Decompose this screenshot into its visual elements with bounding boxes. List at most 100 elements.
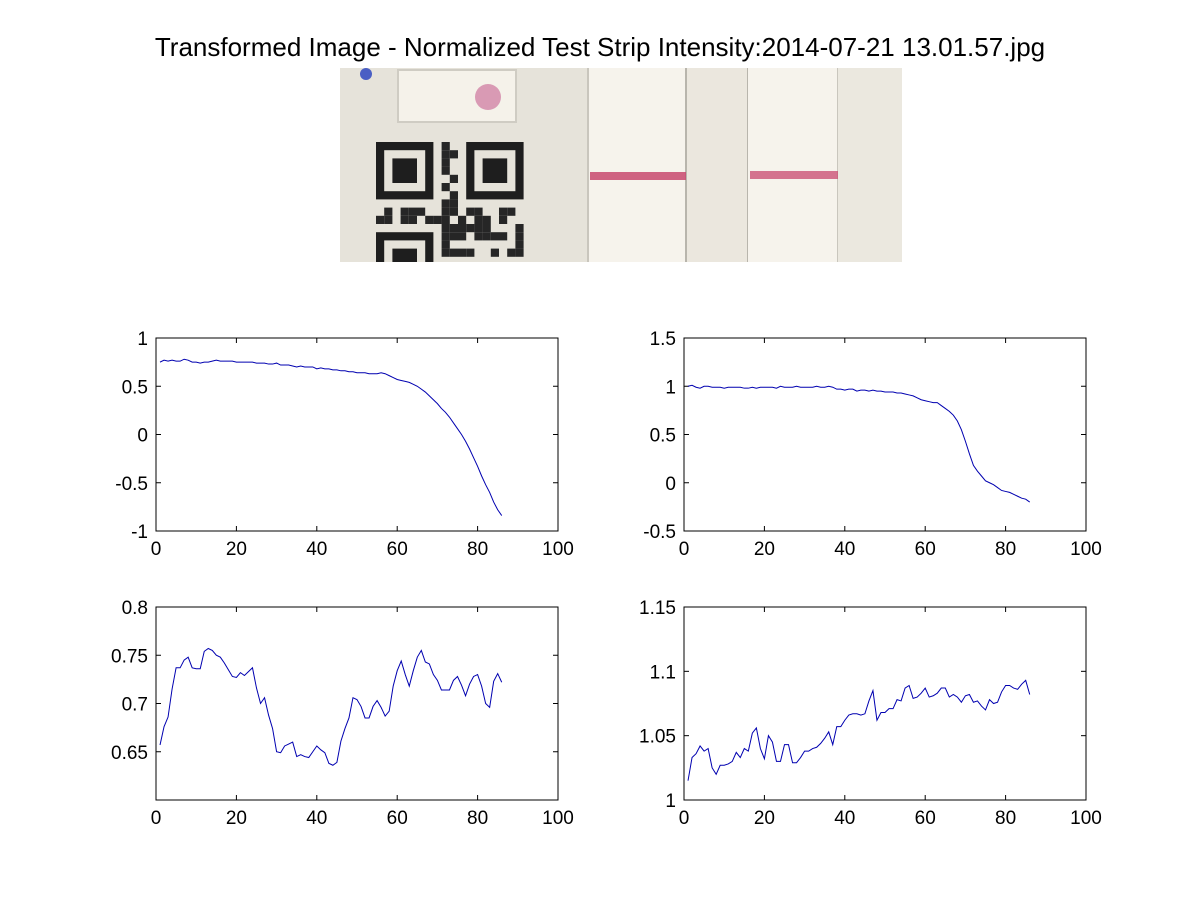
y-tick-label: 0.7 <box>122 695 148 716</box>
x-tick-label: 20 <box>754 539 775 560</box>
qr-finder <box>482 158 508 183</box>
x-tick-label: 60 <box>387 539 408 560</box>
qr-module <box>499 215 508 224</box>
y-tick-label: 1.1 <box>650 662 676 683</box>
qr-module <box>458 215 467 224</box>
qr-module <box>515 240 524 249</box>
qr-module <box>466 248 475 257</box>
y-tick-label: 1.15 <box>639 598 676 619</box>
qr-module <box>441 224 450 233</box>
qr-module <box>441 215 450 224</box>
y-tick-label: 1.5 <box>650 329 676 350</box>
qr-module <box>408 215 417 224</box>
qr-module <box>466 207 475 216</box>
figure-title: Transformed Image - Normalized Test Stri… <box>155 32 1045 62</box>
subplot-top-left: 0 20 40 60 80 100 -1 -0.5 0 0.5 1 <box>115 329 574 560</box>
qr-module <box>458 232 467 241</box>
y-tick-label: -0.5 <box>643 522 676 543</box>
qr-module <box>441 248 450 257</box>
strip-left-window <box>588 68 686 262</box>
qr-module <box>441 142 450 151</box>
series-line <box>687 384 1031 503</box>
qr-module <box>441 158 450 167</box>
qr-module <box>490 232 499 241</box>
qr-module <box>441 166 450 175</box>
x-tick-label: 40 <box>834 808 855 829</box>
y-tick-label: -1 <box>131 522 148 543</box>
qr-module <box>482 215 491 224</box>
qr-module <box>507 248 516 257</box>
axes-frame <box>155 337 559 532</box>
qr-module <box>441 150 450 159</box>
qr-module <box>441 199 450 208</box>
x-tick-label: 100 <box>1070 539 1102 560</box>
sample-dot-icon <box>475 84 501 110</box>
x-tick-label: 80 <box>995 539 1016 560</box>
x-tick-label: 60 <box>387 808 408 829</box>
y-tick-label: 0 <box>137 426 148 447</box>
qr-module <box>449 248 458 257</box>
y-tick-label: 0.8 <box>122 598 148 619</box>
strip-divider <box>686 68 748 262</box>
test-line-left <box>590 172 686 180</box>
y-tick-label: 0.5 <box>122 377 148 398</box>
qr-module <box>400 215 409 224</box>
x-tick-label: 100 <box>1070 808 1102 829</box>
x-tick-label: 0 <box>679 539 690 560</box>
axes-frame <box>683 606 1087 801</box>
qr-module <box>449 199 458 208</box>
qr-module <box>449 207 458 216</box>
qr-module <box>441 232 450 241</box>
qr-module <box>408 207 417 216</box>
x-tick-label: 0 <box>679 808 690 829</box>
qr-module <box>515 224 524 233</box>
x-tick-label: 40 <box>834 539 855 560</box>
qr-module <box>376 215 385 224</box>
qr-module <box>458 248 467 257</box>
y-tick-label: 1 <box>137 329 148 350</box>
subplot-bottom-right: 0 20 40 60 80 100 1 1.05 1.1 1.15 <box>639 598 1102 829</box>
qr-module <box>441 207 450 216</box>
qr-module <box>490 248 499 257</box>
series-line <box>159 358 503 516</box>
qr-module <box>449 150 458 159</box>
qr-module <box>441 183 450 192</box>
qr-module <box>449 191 458 200</box>
qr-module <box>458 224 467 233</box>
qr-module <box>474 207 483 216</box>
test-line-right <box>750 171 838 179</box>
qr-finder <box>392 158 417 183</box>
x-tick-label: 60 <box>915 539 936 560</box>
axes-frame <box>683 337 1087 532</box>
series-line <box>159 647 503 766</box>
qr-module <box>400 207 409 216</box>
qr-module <box>482 232 491 241</box>
qr-module <box>449 232 458 241</box>
x-tick-label: 40 <box>306 808 327 829</box>
subplot-bottom-left: 0 20 40 60 80 100 0.65 0.7 0.75 0.8 <box>111 598 574 829</box>
qr-module <box>441 240 450 249</box>
axes-frame <box>155 606 559 801</box>
blue-dot-icon <box>360 68 372 80</box>
qr-module <box>499 207 508 216</box>
y-tick-label: 0.75 <box>111 646 148 667</box>
qr-module <box>425 215 434 224</box>
y-tick-label: -0.5 <box>115 474 148 495</box>
qr-module <box>515 232 524 241</box>
y-tick-label: 1 <box>665 791 676 812</box>
qr-finder <box>392 248 417 262</box>
y-tick-label: 0 <box>665 474 676 495</box>
qr-module <box>433 215 442 224</box>
qr-module <box>449 224 458 233</box>
qr-module <box>384 207 393 216</box>
qr-module <box>466 224 475 233</box>
series-line <box>687 679 1031 781</box>
x-tick-label: 80 <box>467 539 488 560</box>
y-tick-label: 0.65 <box>111 743 148 764</box>
qr-module <box>515 248 524 257</box>
x-tick-label: 80 <box>467 808 488 829</box>
x-tick-label: 80 <box>995 808 1016 829</box>
y-tick-label: 1.05 <box>639 727 676 748</box>
x-tick-label: 0 <box>151 539 162 560</box>
qr-module <box>384 215 393 224</box>
